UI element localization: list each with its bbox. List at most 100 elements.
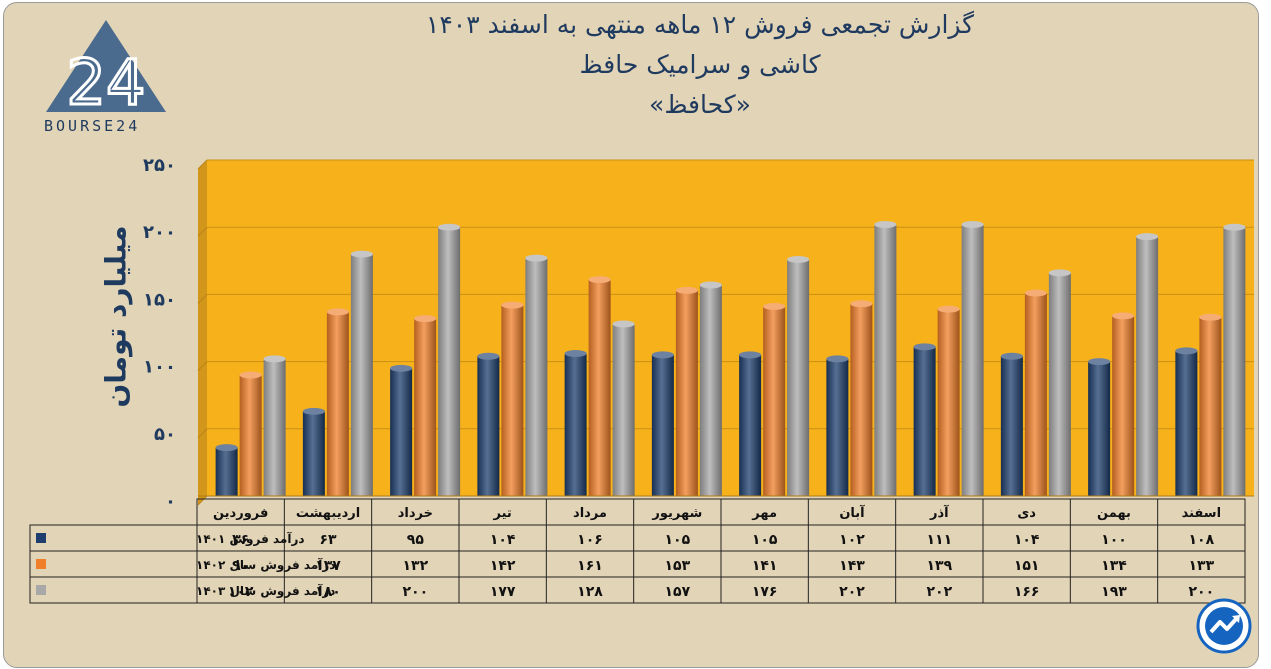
y-tick-label: ۲۰۰ xyxy=(143,222,176,243)
bar-cap xyxy=(1175,347,1198,355)
legend-swatch xyxy=(36,585,46,595)
bar-cap xyxy=(612,320,635,328)
y-tick-label: ۰ xyxy=(165,491,176,512)
data-label: ۱۶۶ xyxy=(1014,584,1040,600)
bar-cap xyxy=(874,221,897,229)
x-tick-label: اسفند xyxy=(1182,506,1221,521)
x-tick-label: آذر xyxy=(929,504,949,521)
data-label: ۹۰ xyxy=(232,558,249,574)
data-label: ۱۹۳ xyxy=(1101,584,1127,600)
bar xyxy=(501,305,524,496)
bar xyxy=(1223,227,1246,496)
data-label: ۶۳ xyxy=(319,532,337,548)
bar-cap xyxy=(326,308,349,316)
data-label: ۲۰۰ xyxy=(1189,584,1215,600)
bar-cap xyxy=(302,407,325,415)
x-tick-label: دی xyxy=(1017,506,1036,521)
bar xyxy=(850,303,873,496)
bar-cap xyxy=(588,276,611,284)
bar-cap xyxy=(763,302,786,310)
data-label: ۱۳۲ xyxy=(403,558,429,574)
bar xyxy=(675,290,698,496)
data-label: ۱۵۱ xyxy=(1014,558,1040,574)
gridline-side xyxy=(197,294,208,304)
legend-entry: درآمد فروش سال ۱۴۰۲ xyxy=(196,557,335,573)
chart-ticker: «کحافظ» xyxy=(649,90,751,119)
data-label: ۱۷۶ xyxy=(752,584,778,600)
x-tick-label: اردیبهشت xyxy=(296,506,360,521)
bar-cap xyxy=(1112,312,1135,320)
bar-cap xyxy=(651,351,674,359)
gridline-side xyxy=(197,428,208,439)
bar xyxy=(913,346,936,496)
table-row xyxy=(29,576,1246,604)
bar-cap xyxy=(1024,289,1047,297)
bar xyxy=(1024,293,1047,496)
bar-cap xyxy=(438,223,461,231)
bar xyxy=(588,279,611,496)
data-label: ۱۰۶ xyxy=(577,532,603,548)
gridline-side xyxy=(197,361,208,371)
bar xyxy=(1112,315,1135,496)
data-label: ۱۴۳ xyxy=(839,558,865,574)
data-label: ۲۰۲ xyxy=(839,584,865,600)
bar xyxy=(1000,356,1023,496)
bar xyxy=(263,358,286,496)
data-label: ۱۵۷ xyxy=(665,584,691,600)
chart-subtitle: کاشی و سرامیک حافظ xyxy=(579,50,821,79)
legend-entry: درآمد فروش ۱۴۰۱ xyxy=(196,531,305,547)
x-tick-label: خرداد xyxy=(398,506,433,521)
bar-cap xyxy=(937,305,960,313)
bar-cap xyxy=(390,364,413,372)
bar xyxy=(302,411,325,496)
bar xyxy=(739,354,762,496)
x-tick-label: آبان xyxy=(839,504,865,521)
bar-cap xyxy=(787,255,810,263)
y-tick-label: ۱۰۰ xyxy=(143,357,176,378)
y-tick-label: ۲۵۰ xyxy=(143,155,176,176)
legend-swatch xyxy=(36,559,46,569)
bar xyxy=(874,224,897,496)
bar-cap xyxy=(739,351,762,359)
bar xyxy=(961,224,984,496)
data-label: ۱۰۲ xyxy=(839,532,865,548)
logo-mark: 24 xyxy=(67,46,146,119)
bar-cap xyxy=(477,352,500,360)
bar xyxy=(525,258,548,496)
bar xyxy=(326,311,349,496)
trend-chart-icon xyxy=(1196,598,1252,654)
bar xyxy=(564,353,587,496)
bar-cap xyxy=(263,355,286,363)
bar xyxy=(350,254,373,496)
data-label: ۱۲۸ xyxy=(577,584,603,600)
data-label: ۹۵ xyxy=(407,532,425,548)
legend-entry: درآمد فروش سال ۱۴۰۳ xyxy=(196,583,335,599)
y-tick-label: ۱۵۰ xyxy=(143,289,176,310)
bar xyxy=(438,227,461,496)
x-tick-label: فروردین xyxy=(213,506,268,521)
gridline-side xyxy=(197,495,208,506)
data-label: ۱۷۷ xyxy=(490,584,516,600)
data-label: ۱۰۲ xyxy=(228,584,254,600)
bar-cap xyxy=(350,250,373,258)
bar xyxy=(414,318,437,496)
data-label: ۱۳۹ xyxy=(927,558,953,574)
plot-side-wall xyxy=(198,160,207,505)
bar-cap xyxy=(239,371,262,379)
bar-cap xyxy=(1223,223,1246,231)
bar xyxy=(390,368,413,496)
data-label: ۱۳۳ xyxy=(1189,558,1215,574)
bourse24-logo: 24 xyxy=(46,20,166,121)
data-label: ۱۰۸ xyxy=(1189,532,1215,548)
data-label: ۱۵۳ xyxy=(665,558,691,574)
logo-text: BOURSE24 xyxy=(44,117,141,135)
data-label: ۳۶ xyxy=(232,532,249,548)
x-tick-label: بهمن xyxy=(1097,506,1131,521)
bar-cap xyxy=(675,286,698,294)
data-label: ۱۰۴ xyxy=(490,532,516,548)
bar-cap xyxy=(1048,269,1071,277)
bar xyxy=(937,309,960,496)
bar-cap xyxy=(961,221,984,229)
bar-cap xyxy=(1088,358,1111,366)
data-label: ۱۱۱ xyxy=(927,532,953,548)
